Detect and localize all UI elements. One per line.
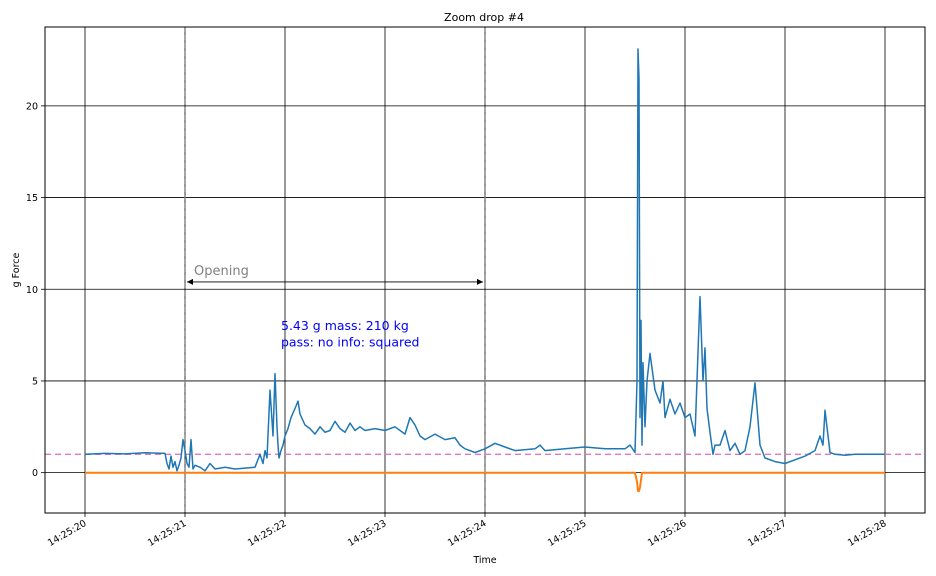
series-line-2 xyxy=(85,471,885,492)
y-tick-label: 0 xyxy=(32,468,38,479)
y-tick-label: 15 xyxy=(26,193,38,204)
y-tick-label: 20 xyxy=(26,101,38,112)
y-tick-label: 10 xyxy=(26,285,38,296)
x-axis-label: Time xyxy=(472,555,496,566)
series-line-1 xyxy=(84,48,885,472)
opening-label: Opening xyxy=(194,264,249,279)
info-line-1: 5.43 g mass: 210 kg xyxy=(281,318,409,333)
y-axis-label: g Force xyxy=(11,252,22,287)
opening-arrow-head-right xyxy=(477,278,483,285)
info-line-2: pass: no info: squared xyxy=(281,334,420,349)
chart-title: Zoom drop #4 xyxy=(444,11,524,24)
y-tick-label: 5 xyxy=(32,376,38,387)
series-layer xyxy=(84,48,885,492)
opening-arrow-head-left xyxy=(187,278,193,285)
annotations: Opening 5.43 g mass: 210 kg pass: no inf… xyxy=(187,264,483,349)
reference-lines xyxy=(45,27,925,513)
